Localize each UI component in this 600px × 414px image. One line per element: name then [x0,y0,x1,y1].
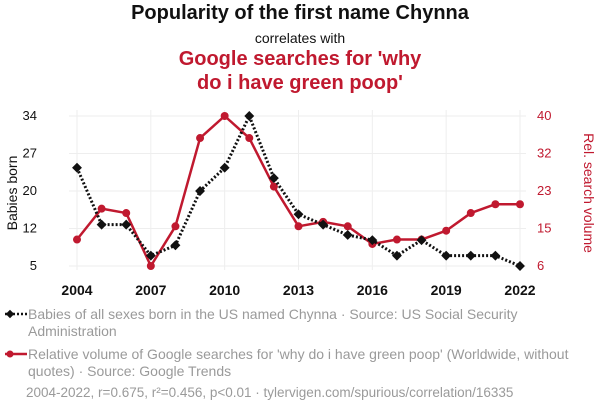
y-right-tick-label: 40 [537,108,551,123]
chart-title: Popularity of the first name Chynna [131,2,469,24]
y-left-tick-label: 5 [30,258,37,273]
data-point-searches [97,204,106,213]
y-right-tick-label: 6 [537,258,544,273]
data-point-searches [196,134,205,143]
data-point-searches [122,209,131,218]
data-point-babies [293,209,304,220]
data-point-searches [294,222,303,231]
legend-label-babies: Babies of all sexes born in the US named… [28,306,518,339]
x-tick-label: 2019 [431,282,462,298]
dual-axis-line-chart: 5 12 20 27 34 6 15 23 32 40 2004 2007 2010 2013 2016… [4,108,597,298]
y-left-tick-labels: 5 12 20 27 34 [23,108,37,273]
legend-label-searches: Relative volume of Google searches for '… [28,346,569,379]
data-point-babies [490,250,501,261]
x-tick-labels: 2004 2007 2010 2013 2016 2019 2022 [61,282,535,298]
data-point-babies [170,240,181,251]
data-point-babies [145,250,156,261]
data-point-searches [146,262,155,270]
data-point-searches [220,112,229,120]
data-point-searches [442,226,451,235]
chart-subtitle: correlates with [254,30,346,46]
data-point-babies [441,250,452,261]
data-point-babies [367,235,378,246]
x-tick-label: 2010 [209,282,240,298]
data-point-babies [465,250,476,261]
data-point-babies [219,162,230,173]
data-point-babies [268,173,279,184]
data-point-babies [121,219,132,230]
data-point-babies [318,219,329,230]
y-left-tick-label: 34 [23,108,37,123]
legend-item-searches: Relative volume of Google searches for '… [4,346,594,380]
y-right-axis-label: Rel. search volume [581,133,597,253]
legend-swatch-solid-circle [5,350,27,358]
x-tick-label: 2022 [504,282,535,298]
x-tick-label: 2004 [61,282,92,298]
data-point-searches [269,182,278,191]
y-right-tick-labels: 6 15 23 32 40 [537,108,551,273]
legend-swatch-dotted-diamond [5,309,27,319]
x-tick-label: 2016 [357,282,388,298]
data-point-searches [171,222,180,231]
data-point-searches [392,235,401,244]
data-point-babies [342,230,353,240]
data-point-babies [244,111,255,121]
grid-lines [69,110,526,270]
data-point-searches [491,200,500,209]
data-point-babies [96,219,107,230]
data-point-babies [195,186,206,196]
y-left-tick-label: 27 [23,146,37,161]
y-left-tick-label: 12 [23,221,37,236]
chart-title-secondary-line2: do i have green poop' [197,72,403,94]
data-point-searches [466,209,475,218]
y-right-tick-label: 15 [537,221,551,236]
data-point-babies [72,162,82,173]
x-tick-label: 2007 [135,282,166,298]
chart-title-secondary-line1: Google searches for 'why [178,48,422,70]
footer-stats: 2004-2022, r=0.675, r²=0.456, p<0.01 · t… [26,385,514,400]
chart-title-secondary: Google searches for 'why do i have green… [120,47,480,95]
data-point-searches [245,134,254,143]
legend-item-babies: Babies of all sexes born in the US named… [4,306,594,340]
y-right-tick-label: 23 [537,183,551,198]
y-right-tick-label: 32 [537,146,551,161]
data-point-searches [516,200,524,209]
data-point-searches [343,222,352,231]
data-point-babies [416,235,427,246]
data-point-searches [73,235,81,244]
data-point-babies [515,261,525,271]
y-left-tick-label: 20 [23,183,37,198]
y-left-axis-label: Babies born [4,156,20,231]
x-tick-label: 2013 [283,282,314,298]
